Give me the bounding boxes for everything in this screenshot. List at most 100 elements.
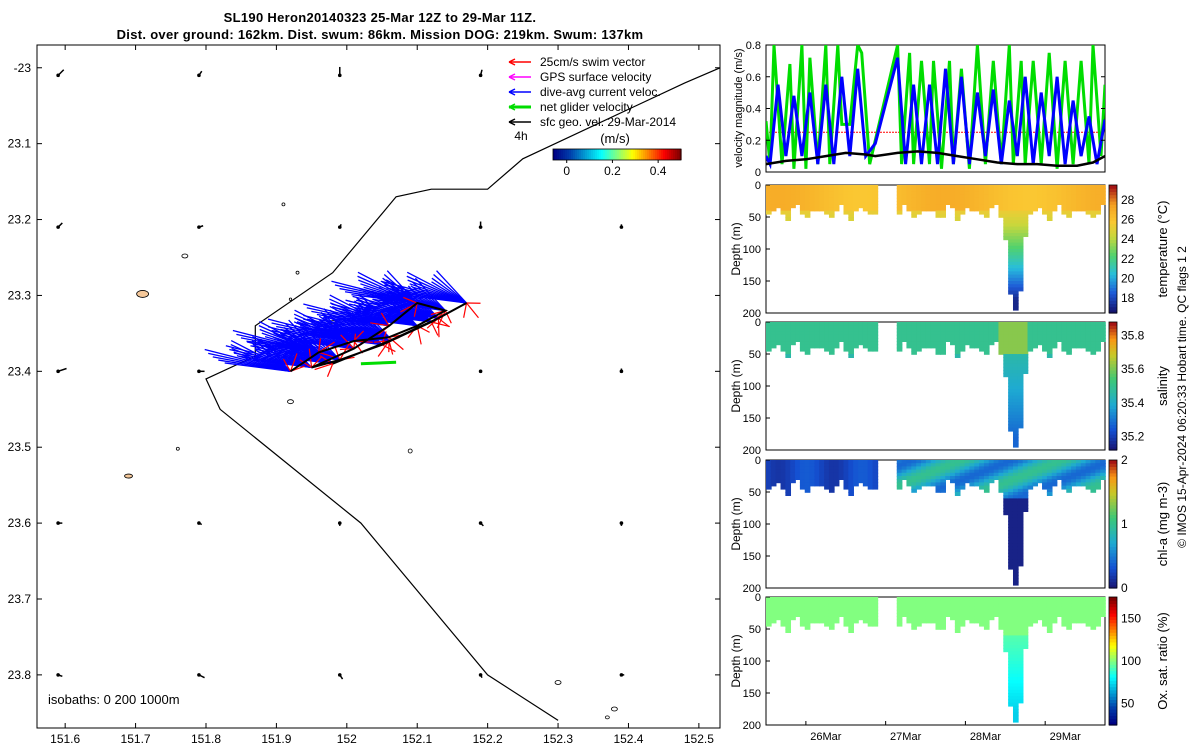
section-cell [853,185,859,189]
section-cell [814,204,821,209]
section-cell [1056,472,1063,477]
section-cell [964,334,971,339]
section-cell [998,622,1005,627]
section-cell [974,479,980,484]
section-cell [766,485,772,490]
section-cell [920,597,927,601]
section-cell [1071,185,1077,189]
section-cell [925,603,932,608]
section-cell [858,597,864,601]
section-y-tick-label: 100 [743,244,761,256]
section-cell [959,466,966,471]
section-cell [853,460,859,464]
section-cell [940,331,946,336]
section-cell [935,191,942,196]
section-cell [1032,616,1038,621]
section-cell [867,606,874,611]
section-cell [1095,460,1101,464]
section-cell [1012,277,1019,282]
section-colorbar-cell [1109,670,1117,675]
section-cell [867,603,874,608]
section-cell [969,338,976,342]
section-cell [945,331,951,336]
colorbar-cell [637,149,640,160]
section-cell [1022,488,1029,493]
section-cell [1012,290,1019,295]
section-cell [790,609,796,614]
section-colorbar-cell [1109,357,1117,361]
section-cell [824,485,830,490]
section-cell [1085,472,1092,477]
section-cell [1080,331,1087,336]
section-cell [766,466,772,471]
section-cell [1017,549,1024,554]
section-cell [1022,338,1029,342]
section-cell [1008,207,1014,212]
section-cell [969,344,976,349]
section-cell [824,476,830,480]
section-cell [809,197,816,202]
section-cell [906,185,913,189]
section-cell [959,600,966,605]
section-cell [1071,476,1077,480]
section-cell [848,622,854,627]
section-colorbar-cell [1109,290,1117,295]
section-cell [1042,600,1048,605]
section-cell [1008,661,1014,665]
section-cell [930,185,937,189]
section-cell [950,613,956,617]
section-cell [1080,460,1087,464]
section-cell [896,476,903,480]
section-cell [1017,207,1024,212]
section-cell [935,328,942,333]
section-cell [795,609,801,614]
section-cell [838,472,845,477]
section-cell [824,463,830,468]
section-cell [1003,366,1009,371]
section-cell [896,619,903,624]
section-cell [775,460,782,464]
section-cell [1008,239,1014,244]
section-cell [993,188,1000,193]
section-cell [785,328,792,333]
section-cell [925,331,932,336]
section-cell [848,460,854,464]
section-cell [799,616,806,621]
section-cell [1012,511,1019,516]
section-cell [1085,347,1092,352]
section-cell [1027,609,1034,614]
section-cell [1003,479,1009,484]
section-cell [916,609,922,614]
colorbar-cell [667,149,670,160]
section-cell [814,603,821,608]
section-cell [925,197,932,202]
section-cell [1056,463,1063,468]
section-cell [862,194,869,199]
colorbar-cell [607,149,610,160]
section-cell [916,476,922,480]
section-cell [1071,469,1077,474]
section-cell [945,600,951,605]
section-cell [1017,398,1024,403]
section-cell [1003,331,1009,336]
section-cell [1061,347,1068,352]
section-cell [1037,325,1043,330]
section-cell [940,488,946,493]
section-cell [848,213,854,218]
section-cell [766,603,772,608]
section-colorbar-label: chl-a (mg m-3) [1155,482,1170,567]
section-cell [1022,479,1029,484]
section-cell [1008,606,1014,611]
section-colorbar-cell [1109,284,1117,288]
section-cell [954,322,961,326]
section-cell [1056,334,1063,339]
section-cell [1032,472,1038,477]
section-cell [814,482,821,487]
section-cell [1022,366,1029,371]
section-cell [833,482,840,487]
section-cell [1022,472,1029,477]
section-cell [848,347,854,352]
section-cell [1003,194,1009,199]
section-cell [954,188,961,193]
section-cell [1017,664,1024,669]
